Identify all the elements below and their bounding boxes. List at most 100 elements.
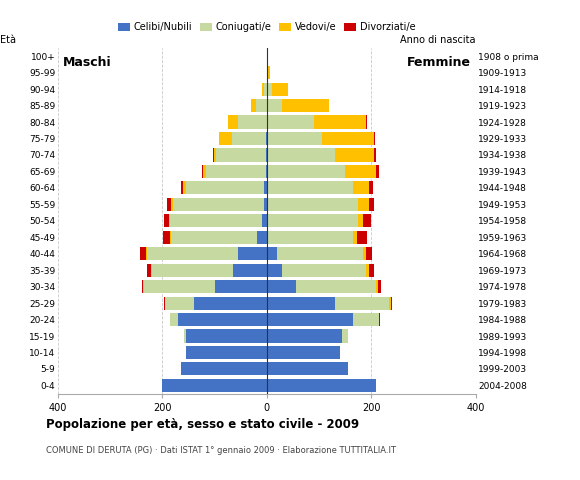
Bar	[379, 313, 380, 326]
Bar	[376, 165, 379, 178]
Bar	[147, 264, 151, 277]
Bar	[151, 264, 152, 277]
Bar	[342, 329, 347, 343]
Bar	[369, 198, 374, 211]
Bar	[267, 280, 295, 293]
Bar	[186, 346, 267, 359]
Bar	[169, 214, 170, 228]
Bar	[164, 231, 170, 244]
Bar	[266, 148, 267, 162]
Bar	[335, 148, 374, 162]
Bar	[146, 247, 147, 260]
Bar	[358, 214, 363, 228]
Text: Popolazione per età, sesso e stato civile - 2009: Popolazione per età, sesso e stato civil…	[46, 418, 360, 431]
Bar	[212, 148, 213, 162]
Bar	[165, 214, 169, 228]
Bar	[178, 313, 267, 326]
Bar	[186, 329, 267, 343]
Bar	[335, 297, 390, 310]
Bar	[321, 132, 374, 145]
Bar	[376, 280, 378, 293]
Text: Età: Età	[0, 35, 16, 45]
Bar	[258, 231, 267, 244]
Bar	[170, 214, 262, 228]
Bar	[215, 280, 267, 293]
Bar	[142, 280, 143, 293]
Bar	[262, 83, 264, 96]
Bar	[266, 132, 267, 145]
Bar	[262, 214, 267, 228]
Bar	[267, 379, 376, 392]
Bar	[167, 198, 171, 211]
Bar	[369, 264, 374, 277]
Bar	[272, 83, 288, 96]
Bar	[180, 181, 183, 194]
Bar	[183, 181, 186, 194]
Bar	[390, 297, 392, 310]
Bar	[267, 297, 335, 310]
Bar	[374, 148, 376, 162]
Bar	[164, 297, 165, 310]
Bar	[162, 379, 267, 392]
Bar	[353, 313, 379, 326]
Bar	[180, 362, 267, 375]
Bar	[140, 247, 146, 260]
Text: Maschi: Maschi	[63, 56, 112, 69]
Bar	[264, 181, 267, 194]
Bar	[186, 181, 264, 194]
Bar	[267, 181, 353, 194]
Bar	[295, 280, 376, 293]
Bar	[267, 346, 340, 359]
Bar	[268, 66, 270, 79]
Bar	[357, 231, 367, 244]
Bar	[267, 83, 272, 96]
Bar	[171, 231, 258, 244]
Bar	[206, 165, 266, 178]
Bar	[267, 214, 358, 228]
Bar	[203, 165, 206, 178]
Bar	[233, 264, 267, 277]
Bar	[227, 116, 238, 129]
Bar	[170, 231, 171, 244]
Bar	[267, 362, 347, 375]
Bar	[267, 49, 268, 63]
Bar	[238, 116, 267, 129]
Bar	[267, 165, 345, 178]
Bar	[267, 198, 358, 211]
Bar	[143, 280, 144, 293]
Bar	[267, 329, 342, 343]
Bar	[267, 231, 353, 244]
Bar	[267, 132, 321, 145]
Bar	[266, 165, 267, 178]
Bar	[267, 148, 335, 162]
Bar	[282, 99, 329, 112]
Bar	[232, 132, 266, 145]
Bar	[353, 231, 357, 244]
Bar	[374, 132, 375, 145]
Bar	[369, 181, 373, 194]
Text: Anno di nascita: Anno di nascita	[400, 35, 476, 45]
Bar	[378, 280, 380, 293]
Bar	[353, 181, 369, 194]
Bar	[264, 198, 267, 211]
Bar	[267, 247, 277, 260]
Bar	[152, 264, 233, 277]
Bar	[173, 198, 264, 211]
Bar	[170, 313, 178, 326]
Text: COMUNE DI DERUTA (PG) · Dati ISTAT 1° gennaio 2009 · Elaborazione TUTTITALIA.IT: COMUNE DI DERUTA (PG) · Dati ISTAT 1° ge…	[46, 446, 396, 456]
Bar	[219, 132, 232, 145]
Bar	[147, 247, 238, 260]
Bar	[251, 99, 256, 112]
Bar	[216, 148, 266, 162]
Bar	[202, 165, 203, 178]
Bar	[314, 116, 366, 129]
Bar	[366, 116, 367, 129]
Bar	[282, 264, 366, 277]
Bar	[213, 148, 216, 162]
Bar	[366, 264, 369, 277]
Bar	[184, 329, 186, 343]
Bar	[358, 198, 369, 211]
Bar	[366, 247, 372, 260]
Bar	[267, 99, 282, 112]
Bar	[144, 280, 215, 293]
